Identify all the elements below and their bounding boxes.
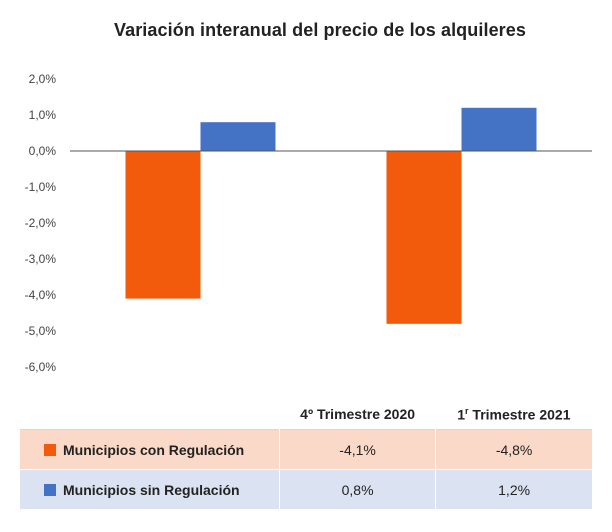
- category-header-1: 1r Trimestre 2021: [457, 405, 571, 423]
- table-cell: 0,8%: [278, 469, 436, 509]
- data-table: 4º Trimestre 2020 1r Trimestre 2021 Muni…: [20, 399, 592, 509]
- bar-con-regulacion: [125, 151, 201, 299]
- series-label-con-regulacion: Municipios con Regulación: [20, 429, 280, 470]
- y-axis: 2,0% 1,0% 0,0% -1,0% -2,0% -3,0% -4,0% -5,0% -6,…: [25, 72, 57, 374]
- table-cell: 1,2%: [435, 469, 592, 509]
- y-tick-label: -4,0%: [25, 288, 57, 302]
- series-label-sin-regulacion: Municipios sin Regulación: [20, 469, 280, 509]
- table-row: Municipios sin Regulación 0,8% 1,2%: [20, 469, 592, 509]
- table-row: Municipios con Regulación -4,1% -4,8%: [20, 429, 592, 470]
- bar-group: [125, 107, 537, 324]
- chart-plot: 2,0% 1,0% 0,0% -1,0% -2,0% -3,0% -4,0% -5,0% -6,…: [25, 72, 592, 374]
- category-header-0: 4º Trimestre 2020: [300, 406, 416, 422]
- y-tick-label: -2,0%: [25, 216, 57, 230]
- bar-con-regulacion: [386, 151, 462, 324]
- table-header-empty: [20, 399, 279, 430]
- y-tick-label: 0,0%: [29, 144, 57, 158]
- legend-swatch-orange: [44, 443, 56, 456]
- y-tick-label: 2,0%: [29, 72, 57, 86]
- table-cell: -4,8%: [435, 429, 592, 470]
- bar-sin-regulacion: [461, 107, 537, 151]
- y-tick-label: -1,0%: [25, 180, 57, 194]
- bar-sin-regulacion: [200, 122, 276, 151]
- y-tick-label: -3,0%: [25, 252, 57, 266]
- y-tick-label: -5,0%: [25, 324, 57, 338]
- table-cell: -4,1%: [278, 429, 436, 470]
- y-tick-label: -6,0%: [25, 360, 57, 374]
- legend-swatch-blue: [44, 483, 56, 496]
- table-header-row: 4º Trimestre 2020 1r Trimestre 2021: [20, 399, 592, 430]
- y-tick-label: 1,0%: [29, 108, 57, 122]
- chart-title: Variación interanual del precio de los a…: [113, 20, 527, 40]
